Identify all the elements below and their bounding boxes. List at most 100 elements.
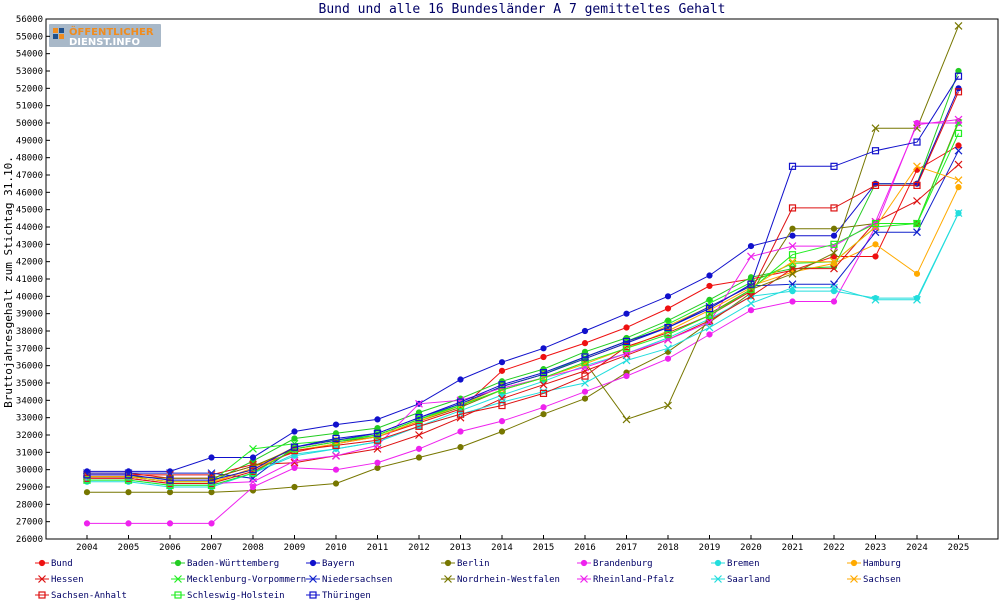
- data-point: [664, 330, 672, 339]
- data-point: [457, 444, 464, 451]
- data-point: [332, 480, 340, 487]
- data-point: [166, 481, 174, 489]
- series-16: [83, 72, 963, 484]
- data-point: [249, 454, 257, 461]
- data-point: [913, 162, 921, 171]
- data-point: [332, 421, 340, 428]
- data-point: [830, 225, 838, 232]
- data-point: [580, 559, 588, 567]
- y-tick-label: 33000: [16, 414, 43, 424]
- y-axis-label-group: Bruttojahresgehalt zum Stichtag 31.10.: [2, 156, 15, 408]
- legend-label: Rheinland-Pfalz: [593, 575, 674, 585]
- data-point: [913, 295, 921, 304]
- y-tick-label: 32000: [16, 431, 43, 441]
- data-point: [415, 422, 423, 430]
- data-point: [309, 575, 317, 583]
- x-tick-label: 2017: [616, 543, 638, 553]
- data-point: [444, 575, 452, 583]
- y-tick-label: 51000: [16, 102, 43, 112]
- data-point: [498, 428, 506, 435]
- data-point: [249, 466, 257, 474]
- data-point: [498, 418, 506, 425]
- data-point: [913, 120, 921, 129]
- data-point: [208, 520, 215, 527]
- data-point: [38, 575, 46, 583]
- data-point: [664, 344, 672, 353]
- y-tick-label: 36000: [16, 362, 43, 372]
- series-line: [87, 91, 959, 484]
- data-point: [788, 257, 797, 266]
- legend-label: Saarland: [727, 575, 770, 585]
- data-point: [291, 428, 298, 435]
- data-point: [332, 434, 340, 443]
- data-point: [954, 115, 963, 124]
- data-point: [789, 298, 796, 305]
- data-point: [249, 444, 257, 453]
- x-tick-label: 2006: [159, 543, 181, 553]
- legend-item: Brandenburg: [577, 559, 653, 569]
- data-point: [456, 398, 465, 406]
- data-point: [291, 435, 298, 442]
- data-point: [789, 225, 796, 232]
- data-point: [664, 293, 672, 300]
- data-point: [830, 264, 838, 273]
- data-point: [788, 269, 797, 278]
- x-tick-label: 2019: [699, 543, 721, 553]
- data-point: [291, 464, 298, 472]
- data-point: [830, 242, 838, 250]
- data-point: [706, 331, 713, 338]
- data-point: [872, 241, 879, 248]
- y-tick-label: 31000: [16, 448, 43, 458]
- series-2: [83, 85, 962, 475]
- data-point: [871, 181, 880, 189]
- legend-label: Brandenburg: [593, 559, 653, 569]
- legend-item: Hamburg: [847, 559, 901, 569]
- data-point: [581, 358, 589, 366]
- data-point: [871, 147, 880, 155]
- data-point: [124, 476, 133, 484]
- legend-label: Baden-Württemberg: [187, 559, 279, 569]
- data-point: [174, 575, 182, 583]
- data-point: [498, 381, 506, 389]
- data-point: [830, 280, 838, 289]
- y-tick-label: 34000: [16, 396, 43, 406]
- data-point: [664, 305, 672, 312]
- data-point: [374, 416, 381, 423]
- data-point: [166, 489, 174, 496]
- data-point: [830, 162, 838, 170]
- legend-label: Bund: [51, 559, 73, 569]
- data-point: [850, 575, 858, 583]
- data-point: [291, 483, 298, 491]
- series-4: [83, 119, 962, 527]
- data-point: [706, 296, 713, 303]
- x-tick-label: 2025: [948, 543, 970, 553]
- data-point: [747, 307, 755, 314]
- x-tick-label: 2024: [906, 543, 928, 553]
- data-point: [539, 389, 548, 397]
- data-point: [124, 471, 133, 479]
- legend-label: Thüringen: [322, 591, 371, 600]
- data-point: [539, 374, 548, 382]
- data-point: [714, 575, 722, 583]
- data-point: [788, 251, 797, 259]
- legend-item: Baden-Württemberg: [171, 559, 279, 569]
- y-tick-label: 45000: [16, 206, 43, 216]
- data-point: [830, 249, 838, 257]
- data-point: [415, 399, 423, 408]
- series-line: [87, 75, 959, 481]
- x-tick-label: 2007: [201, 543, 223, 553]
- data-point: [581, 395, 589, 402]
- y-tick-label: 44000: [16, 223, 43, 233]
- legend-item: Sachsen: [847, 575, 901, 585]
- x-tick-label: 2023: [865, 543, 887, 553]
- legend-item: Nordrhein-Westfalen: [441, 575, 560, 585]
- data-point: [788, 242, 797, 250]
- data-point: [125, 489, 132, 496]
- data-point: [913, 197, 921, 205]
- legend-item: Niedersachsen: [306, 575, 392, 585]
- data-point: [498, 386, 506, 394]
- data-point: [83, 520, 91, 527]
- legend-label: Schleswig-Holstein: [187, 591, 285, 600]
- series-line: [87, 119, 959, 484]
